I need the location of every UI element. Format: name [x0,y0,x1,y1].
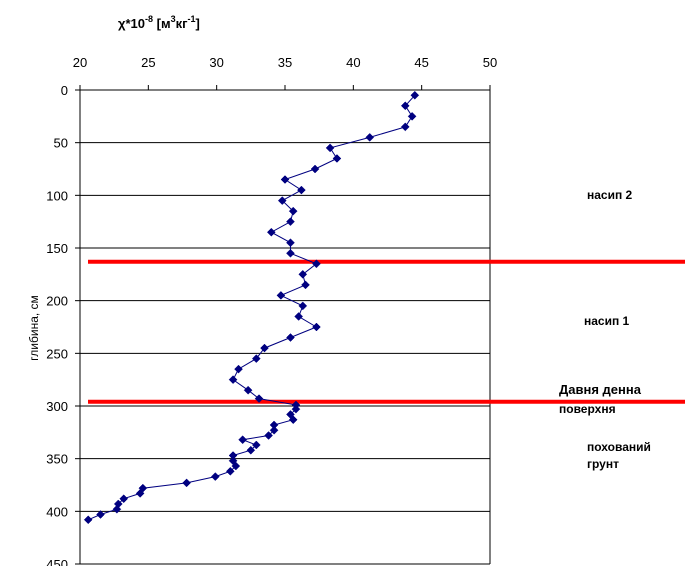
data-point-33 [288,415,298,425]
data-point-36 [264,431,273,440]
data-point-20 [298,301,308,311]
annotation-nasyp2: насип 2 [587,188,633,202]
y-axis-label: глибина, см [27,295,41,361]
data-point-35 [269,425,279,435]
data-point-19 [276,291,286,300]
data-point-50 [112,504,122,514]
data-point-16 [312,259,321,269]
data-point-26 [234,364,243,374]
annotation-pokh-2: грунт [587,457,619,471]
title-exp2: 3 [171,14,176,24]
y-tick-label-300: 300 [46,399,68,414]
annotation-pokh-1: похований [587,440,651,454]
axis-layer: 0 50 100 150 200 250 300 350 400 450 20 25 30 35 40 45 5… [46,55,497,566]
data-point-22 [312,322,321,332]
y-tick-label-150: 150 [46,241,68,256]
x-tick-label-50: 50 [483,55,497,70]
x-tick-label-40: 40 [346,55,360,70]
data-point-39 [246,445,256,455]
data-point-28 [243,385,253,395]
series-layer [83,90,420,525]
data-point-3 [400,122,410,132]
data-point-23 [286,333,295,342]
data-point-21 [294,312,304,321]
data-point-44 [210,472,220,481]
y-tick-label-200: 200 [46,294,68,309]
data-point-14 [286,238,295,248]
data-point-42 [231,461,241,471]
series-line-0 [88,94,416,521]
x-tick-label-45: 45 [414,55,428,70]
annotation-nasyp1: насип 1 [584,314,630,328]
data-point-24 [260,343,269,353]
y-tick-label-100: 100 [46,188,68,203]
data-point-0 [410,90,420,100]
data-point-25 [251,354,261,363]
data-point-51 [96,510,105,519]
reference-lines [88,259,685,404]
data-point-18 [301,280,310,290]
data-point-5 [325,143,335,153]
y-tick-label-350: 350 [46,452,68,467]
x-tick-label-20: 20 [73,55,87,70]
title-end: ] [196,16,200,31]
data-point-4 [365,133,375,142]
title-exp3: -1 [188,14,196,24]
title-mid: [м [153,16,171,31]
data-point-31 [291,404,301,414]
data-point-2 [407,111,417,121]
data-point-1 [400,101,410,111]
annotation-davnia-2: поверхня [559,402,616,416]
data-point-47 [135,489,145,498]
data-point-10 [277,196,287,205]
y-tick-label-400: 400 [46,504,68,519]
y-tick-label-250: 250 [46,346,68,361]
data-point-15 [286,248,295,258]
chart-title: χ*10-8 [м3кг-1] [118,14,200,31]
x-tick-label-25: 25 [141,55,155,70]
data-point-6 [332,154,342,163]
data-point-12 [286,217,295,227]
data-point-27 [228,375,238,385]
annotation-davnia-1: Давня денна [559,382,642,397]
data-point-48 [119,494,129,504]
title-exp1: -8 [145,14,153,24]
data-point-17 [298,269,308,279]
data-point-29 [254,394,264,403]
data-point-38 [251,440,261,450]
data-point-43 [225,466,235,476]
x-tick-label-35: 35 [278,55,292,70]
data-point-45 [182,478,191,488]
data-point-11 [288,206,298,216]
y-tick-label-450: 450 [46,557,68,566]
data-point-37 [238,435,247,445]
data-point-13 [266,227,276,237]
data-point-52 [83,515,93,525]
title-mid2: кг [176,16,189,31]
title-base: χ*10 [118,16,145,31]
data-point-9 [297,185,306,195]
data-point-7 [310,164,320,174]
x-tick-label-30: 30 [209,55,223,70]
data-point-8 [280,175,290,184]
y-tick-label-0: 0 [61,83,68,98]
y-tick-label-50: 50 [54,136,68,151]
